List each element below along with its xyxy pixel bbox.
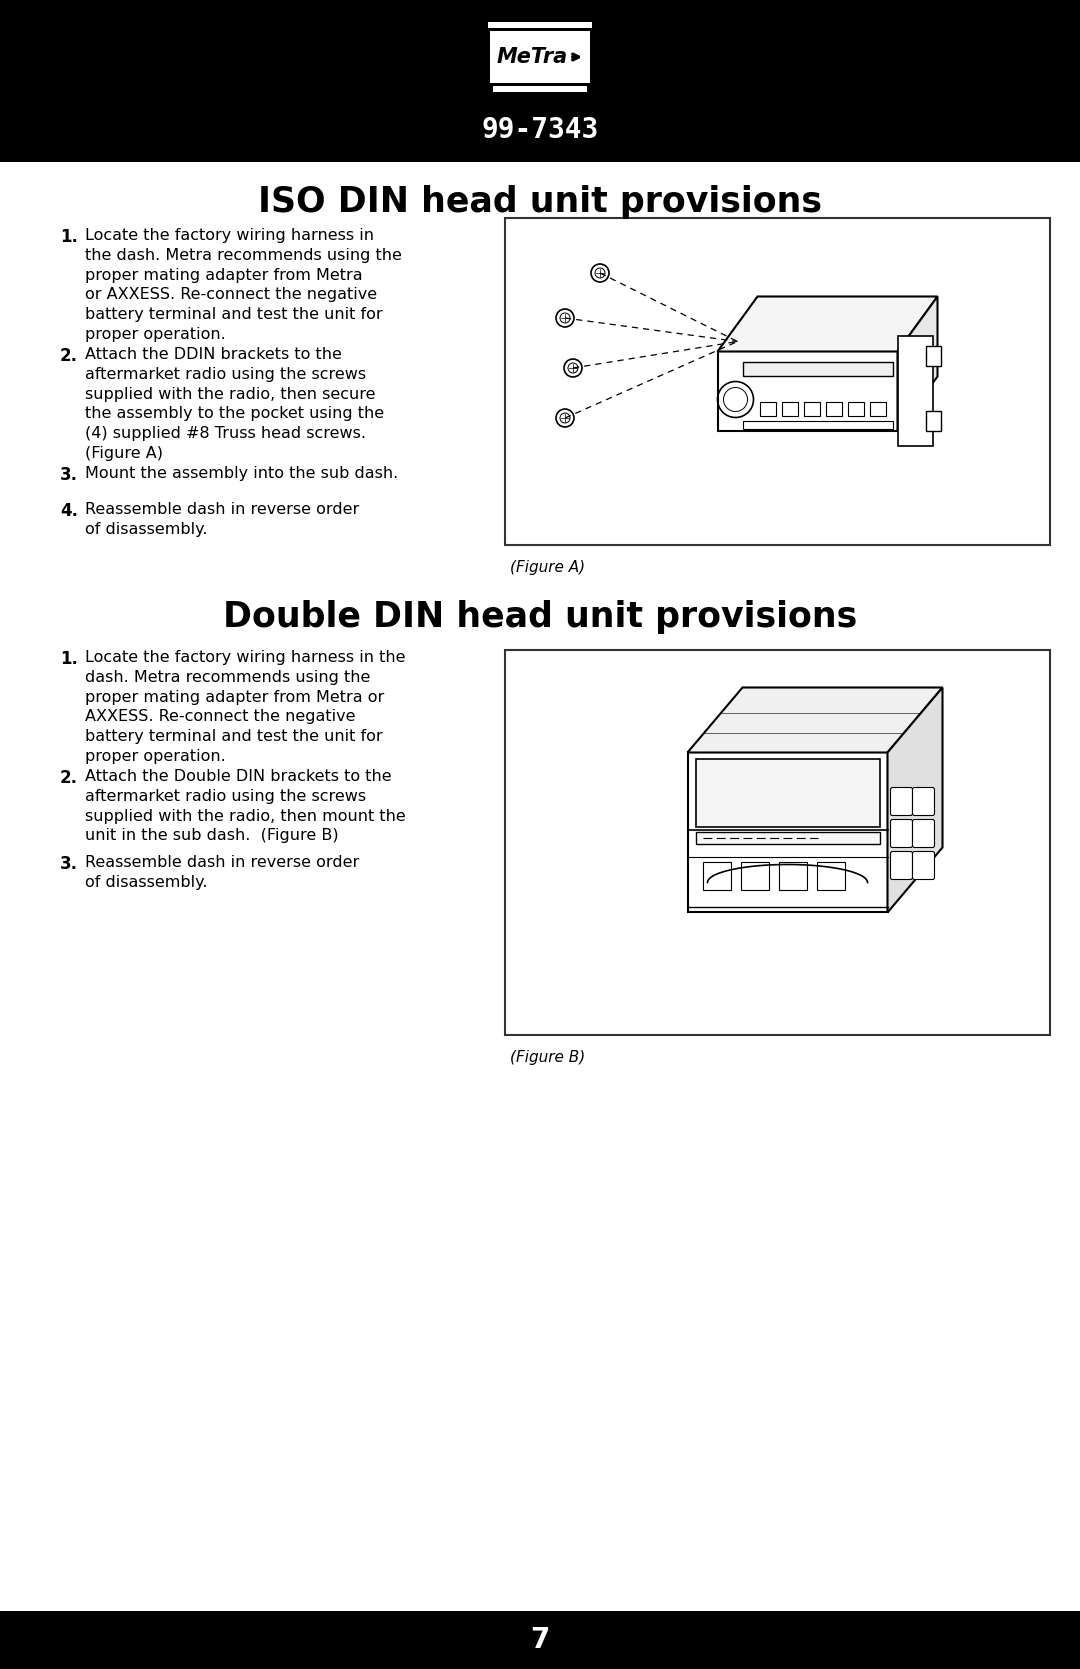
Text: 4.: 4. bbox=[60, 502, 78, 521]
Bar bbox=[492, 87, 588, 92]
Text: 99-7343: 99-7343 bbox=[482, 117, 598, 144]
Bar bbox=[825, 402, 841, 417]
Text: 3.: 3. bbox=[60, 466, 78, 484]
Bar bbox=[717, 352, 897, 432]
Text: Double DIN head unit provisions: Double DIN head unit provisions bbox=[222, 599, 858, 634]
Text: 1.: 1. bbox=[60, 229, 78, 245]
FancyBboxPatch shape bbox=[913, 851, 934, 880]
Text: 1.: 1. bbox=[60, 649, 78, 668]
Text: (Figure B): (Figure B) bbox=[510, 1050, 585, 1065]
Bar bbox=[926, 347, 941, 367]
Text: Attach the DDIN brackets to the
aftermarket radio using the screws
supplied with: Attach the DDIN brackets to the aftermar… bbox=[85, 347, 384, 461]
Bar bbox=[869, 402, 886, 417]
FancyBboxPatch shape bbox=[913, 788, 934, 816]
Bar bbox=[926, 412, 941, 432]
Bar bbox=[897, 337, 932, 447]
Bar bbox=[490, 32, 590, 83]
Bar bbox=[804, 402, 820, 417]
Bar bbox=[702, 863, 730, 891]
FancyBboxPatch shape bbox=[891, 788, 913, 816]
Bar bbox=[848, 402, 864, 417]
Text: 7: 7 bbox=[530, 1626, 550, 1654]
Bar bbox=[505, 649, 1050, 1035]
Text: Locate the factory wiring harness in the
dash. Metra recommends using the
proper: Locate the factory wiring harness in the… bbox=[85, 649, 405, 764]
FancyBboxPatch shape bbox=[891, 851, 913, 880]
Text: Mount the assembly into the sub dash.: Mount the assembly into the sub dash. bbox=[85, 466, 399, 481]
Bar bbox=[505, 219, 1050, 546]
Text: 3.: 3. bbox=[60, 855, 78, 873]
Bar bbox=[696, 759, 879, 828]
Text: Reassemble dash in reverse order
of disassembly.: Reassemble dash in reverse order of disa… bbox=[85, 502, 360, 537]
Bar bbox=[696, 833, 879, 845]
Text: Locate the factory wiring harness in
the dash. Metra recommends using the
proper: Locate the factory wiring harness in the… bbox=[85, 229, 402, 342]
Bar bbox=[743, 422, 892, 429]
Polygon shape bbox=[717, 297, 937, 352]
FancyBboxPatch shape bbox=[891, 819, 913, 848]
Polygon shape bbox=[688, 688, 943, 753]
Text: 2.: 2. bbox=[60, 769, 78, 788]
Text: ISO DIN head unit provisions: ISO DIN head unit provisions bbox=[258, 185, 822, 219]
Text: MeTra: MeTra bbox=[497, 47, 568, 67]
Polygon shape bbox=[888, 688, 943, 913]
Bar bbox=[759, 402, 775, 417]
Text: Attach the Double DIN brackets to the
aftermarket radio using the screws
supplie: Attach the Double DIN brackets to the af… bbox=[85, 769, 406, 843]
Bar bbox=[743, 362, 892, 377]
Bar bbox=[688, 753, 888, 913]
Text: 2.: 2. bbox=[60, 347, 78, 366]
FancyBboxPatch shape bbox=[913, 819, 934, 848]
Bar bbox=[741, 863, 769, 891]
Bar bbox=[779, 863, 807, 891]
Bar bbox=[816, 863, 845, 891]
Text: Reassemble dash in reverse order
of disassembly.: Reassemble dash in reverse order of disa… bbox=[85, 855, 360, 890]
Polygon shape bbox=[897, 297, 937, 432]
Bar bbox=[0, 1611, 1080, 1669]
Text: (Figure A): (Figure A) bbox=[510, 561, 585, 576]
Bar bbox=[488, 22, 592, 28]
Bar bbox=[0, 0, 1080, 162]
Bar bbox=[782, 402, 797, 417]
